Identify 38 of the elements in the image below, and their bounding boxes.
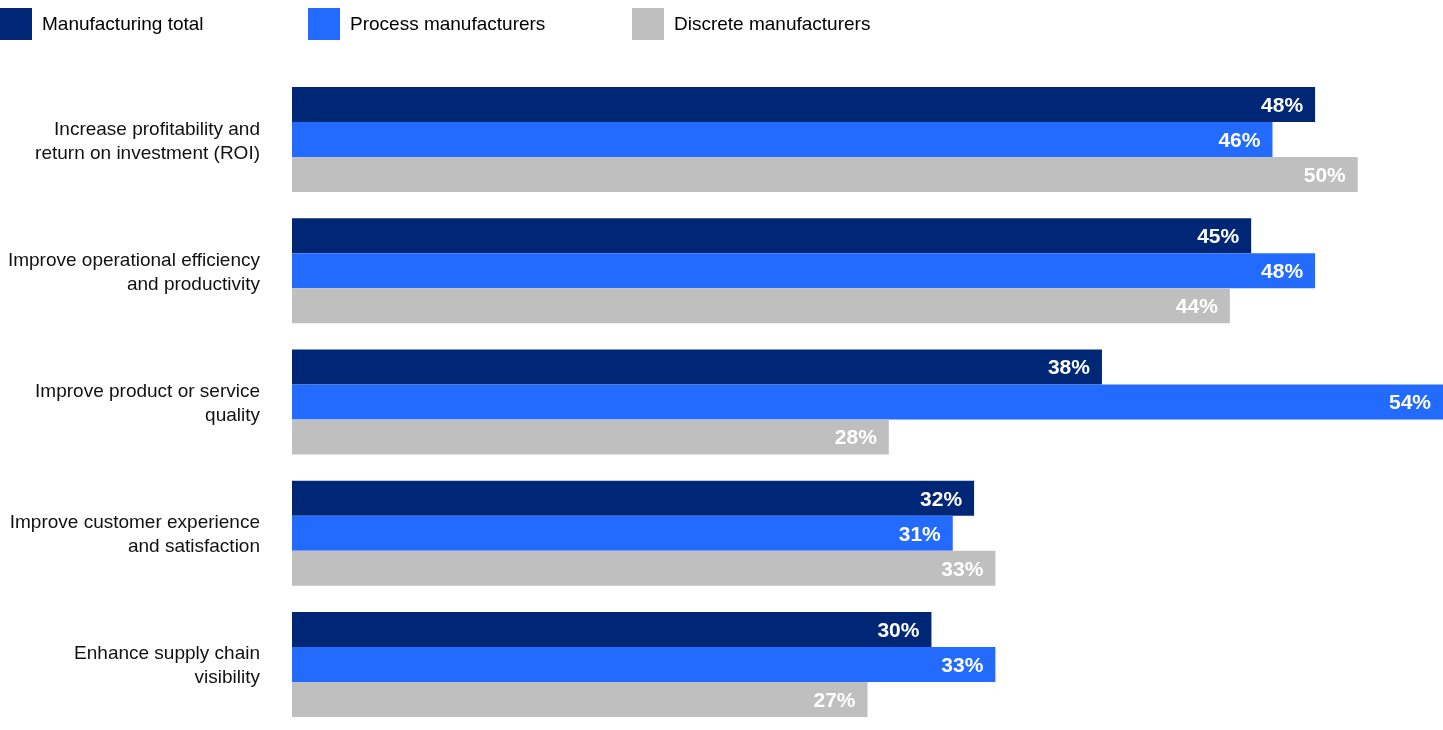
data-label: 32% bbox=[920, 486, 963, 510]
y-tick-label: Increase profitability and return on investment (ROI) bbox=[35, 117, 260, 163]
data-label: 48% bbox=[1261, 259, 1304, 283]
data-label: 50% bbox=[1303, 163, 1347, 187]
bar bbox=[292, 288, 1230, 324]
data-label: 38% bbox=[1047, 355, 1091, 379]
bar bbox=[292, 218, 1252, 254]
bar bbox=[292, 480, 975, 516]
data-label: 45% bbox=[1197, 224, 1240, 248]
bar bbox=[292, 681, 868, 717]
legend-label: Process manufacturers bbox=[350, 13, 546, 35]
bar bbox=[292, 253, 1316, 289]
data-label: 33% bbox=[941, 556, 984, 580]
data-label: 46% bbox=[1218, 128, 1261, 152]
y-tick-label: Improve operational efficiency and productivity bbox=[7, 248, 261, 294]
data-label: 30% bbox=[877, 617, 920, 641]
y-tick-label: Improve customer experience and satisfaction bbox=[9, 510, 260, 556]
bar bbox=[292, 157, 1358, 193]
bar bbox=[292, 515, 953, 551]
bar bbox=[292, 384, 1443, 420]
legend-label: Manufacturing total bbox=[42, 13, 204, 35]
bar bbox=[292, 419, 889, 455]
bar bbox=[292, 550, 996, 586]
legend-label: Discrete manufacturers bbox=[674, 13, 871, 35]
data-label: 54% bbox=[1388, 390, 1432, 414]
data-label: 44% bbox=[1175, 294, 1219, 318]
bar bbox=[292, 87, 1316, 123]
bar bbox=[292, 122, 1273, 158]
y-tick-label: Improve product or service quality bbox=[35, 379, 261, 425]
data-label: 31% bbox=[898, 521, 942, 545]
data-label: 33% bbox=[941, 652, 984, 676]
data-label: 27% bbox=[813, 687, 856, 711]
bar bbox=[292, 646, 996, 682]
data-label: 48% bbox=[1261, 93, 1304, 117]
y-tick-label: Enhance supply chain visibility bbox=[74, 641, 261, 687]
data-label: 28% bbox=[834, 425, 878, 449]
bar bbox=[292, 611, 932, 647]
bar bbox=[292, 349, 1102, 385]
